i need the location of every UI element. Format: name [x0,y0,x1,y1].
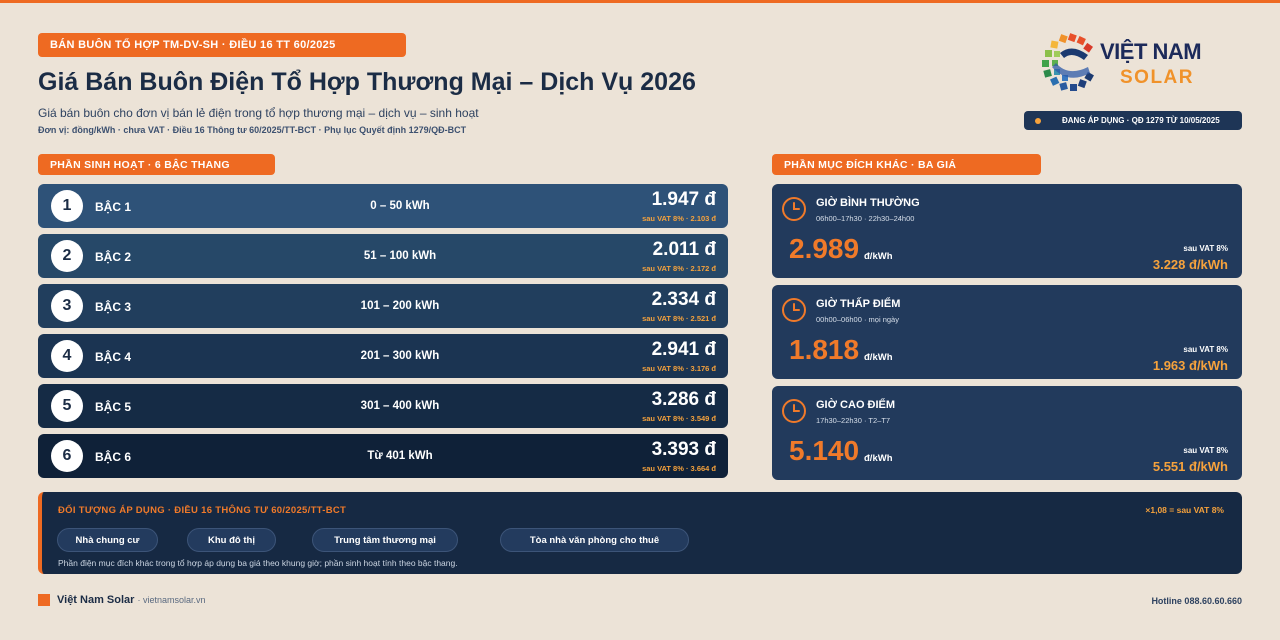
tier-label: BẬC 6 [95,450,132,464]
vat-multiplier-note: ×1,08 = sau VAT 8% [1145,505,1224,515]
tier-row: 6 BẬC 6 Từ 401 kWh 3.393 đ sau VAT 8% · … [38,434,728,478]
tier-price: 1.947 đ [651,189,716,210]
tier-label: BẬC 5 [95,400,132,414]
top-accent-line [0,0,1280,3]
tier-number-badge: 6 [51,440,83,472]
time-card-offpeak: GIỜ THẤP ĐIỂM 00h00–06h00 · mọi ngày 1.8… [772,285,1242,379]
time-card-price: 2.989 [789,233,860,264]
time-card-vat-label: sau VAT 8% [1183,244,1228,253]
time-card-price: 5.140 [789,435,860,466]
tier-price: 2.334 đ [651,289,716,310]
footer-brand-mark [38,594,50,606]
tier-range: 51 – 100 kWh [363,250,437,262]
tier-vat-price: sau VAT 8% · 2.103 đ [642,214,716,223]
audience-chip-office: Tòa nhà văn phòng cho thuê [500,528,689,552]
tier-range: 101 – 200 kWh [360,300,440,312]
time-card-hours: 17h30–22h30 · T2–T7 [816,416,891,425]
brand-logo: VIỆT NAM SOLAR [1038,33,1238,95]
time-card-peak: GIỜ CAO ĐIỂM 17h30–22h30 · T2–T7 5.140 đ… [772,386,1242,480]
clock-icon [782,197,806,221]
tier-label: BẬC 2 [95,250,132,264]
time-card-unit: đ/kWh [864,352,893,363]
tier-vat-price: sau VAT 8% · 2.172 đ [642,264,716,273]
tier-price: 2.941 đ [651,339,716,360]
time-card-price: 1.818 [789,334,860,365]
audience-chip-urban-area: Khu đô thị [187,528,276,552]
tier-label: BẬC 4 [95,350,132,364]
tier-label: BẬC 1 [95,200,132,214]
tier-price: 3.286 đ [651,389,716,410]
tier-number-badge: 2 [51,240,83,272]
time-card-vat-price: 5.551 đ/kWh [1152,459,1228,474]
time-card-hours: 06h00–17h30 · 22h30–24h00 [816,214,915,223]
sun-grid-logo-icon [1042,33,1094,91]
tier-range: 201 – 300 kWh [360,350,440,362]
time-card-unit: đ/kWh [864,251,893,262]
time-card-vat-label: sau VAT 8% [1183,345,1228,354]
time-card-normal: GIỜ BÌNH THƯỜNG 06h00–17h30 · 22h30–24h0… [772,184,1242,278]
audience-footnote: Phần điện mục đích khác trong tổ hợp áp … [58,558,458,568]
other-section-heading: PHẦN MỤC ĐÍCH KHÁC · BA GIÁ [772,154,1041,175]
audience-panel: ĐỐI TƯỢNG ÁP DỤNG · ĐIỀU 16 THÔNG TƯ 60/… [38,492,1242,574]
time-card-title: GIỜ BÌNH THƯỜNG [816,197,920,209]
status-badge: ĐANG ÁP DỤNG · QĐ 1279 TỪ 10/05/2025 [1024,111,1242,130]
tier-label: BẬC 3 [95,300,132,314]
tier-vat-price: sau VAT 8% · 3.176 đ [642,364,716,373]
units-note: Đơn vị: đồng/kWh · chưa VAT · Điều 16 Th… [38,125,467,135]
page-subtitle: Giá bán buôn cho đơn vị bán lẻ điện tron… [38,106,479,120]
tier-range: Từ 401 kWh [367,450,433,462]
tier-price: 3.393 đ [651,439,716,460]
tier-range: 0 – 50 kWh [370,200,430,212]
time-card-hours: 00h00–06h00 · mọi ngày [816,315,899,324]
time-card-vat-label: sau VAT 8% [1183,446,1228,455]
clock-icon [782,298,806,322]
tier-row: 1 BẬC 1 0 – 50 kWh 1.947 đ sau VAT 8% · … [38,184,728,228]
tier-row: 5 BẬC 5 301 – 400 kWh 3.286 đ sau VAT 8%… [38,384,728,428]
time-card-vat-price: 3.228 đ/kWh [1152,257,1228,272]
audience-chip-mall: Trung tâm thương mại [312,528,458,552]
time-card-title: GIỜ CAO ĐIỂM [816,399,896,411]
audience-chip-apartment: Nhà chung cư [57,528,158,552]
logo-text-secondary: SOLAR [1120,67,1194,88]
status-dot-icon [1035,117,1041,124]
tier-row: 2 BẬC 2 51 – 100 kWh 2.011 đ sau VAT 8% … [38,234,728,278]
footer-website: · vietnamsolar.vn [137,595,206,605]
tier-price: 2.011 đ [652,239,716,260]
tier-row: 4 BẬC 4 201 – 300 kWh 2.941 đ sau VAT 8%… [38,334,728,378]
footer-brand: Việt Nam Solar · vietnamsolar.vn [57,594,206,606]
page-title: Giá Bán Buôn Điện Tổ Hợp Thương Mại – Dị… [38,68,696,96]
tier-number-badge: 3 [51,290,83,322]
tier-vat-price: sau VAT 8% · 2.521 đ [642,314,716,323]
clock-icon [782,399,806,423]
logo-text-primary: VIỆT NAM [1100,39,1202,64]
tier-row: 3 BẬC 3 101 – 200 kWh 2.334 đ sau VAT 8%… [38,284,728,328]
residential-section-heading: PHẦN SINH HOẠT · 6 BẬC THANG [38,154,275,175]
footer-hotline: Hotline 088.60.60.660 [1151,596,1242,606]
time-card-unit: đ/kWh [864,453,893,464]
tier-vat-price: sau VAT 8% · 3.664 đ [642,464,716,473]
header-tag: BÁN BUÔN TỔ HỢP TM-DV-SH · ĐIỀU 16 TT 60… [38,33,406,57]
time-card-vat-price: 1.963 đ/kWh [1152,358,1228,373]
tier-number-badge: 4 [51,340,83,372]
audience-title: ĐỐI TƯỢNG ÁP DỤNG · ĐIỀU 16 THÔNG TƯ 60/… [58,505,347,516]
status-badge-label: ĐANG ÁP DỤNG · QĐ 1279 TỪ 10/05/2025 [1062,116,1220,125]
time-card-title: GIỜ THẤP ĐIỂM [816,298,901,310]
tier-number-badge: 5 [51,390,83,422]
tier-range: 301 – 400 kWh [360,400,440,412]
tier-number-badge: 1 [51,190,83,222]
footer-brand-name: Việt Nam Solar [57,594,135,606]
tier-vat-price: sau VAT 8% · 3.549 đ [642,414,716,423]
